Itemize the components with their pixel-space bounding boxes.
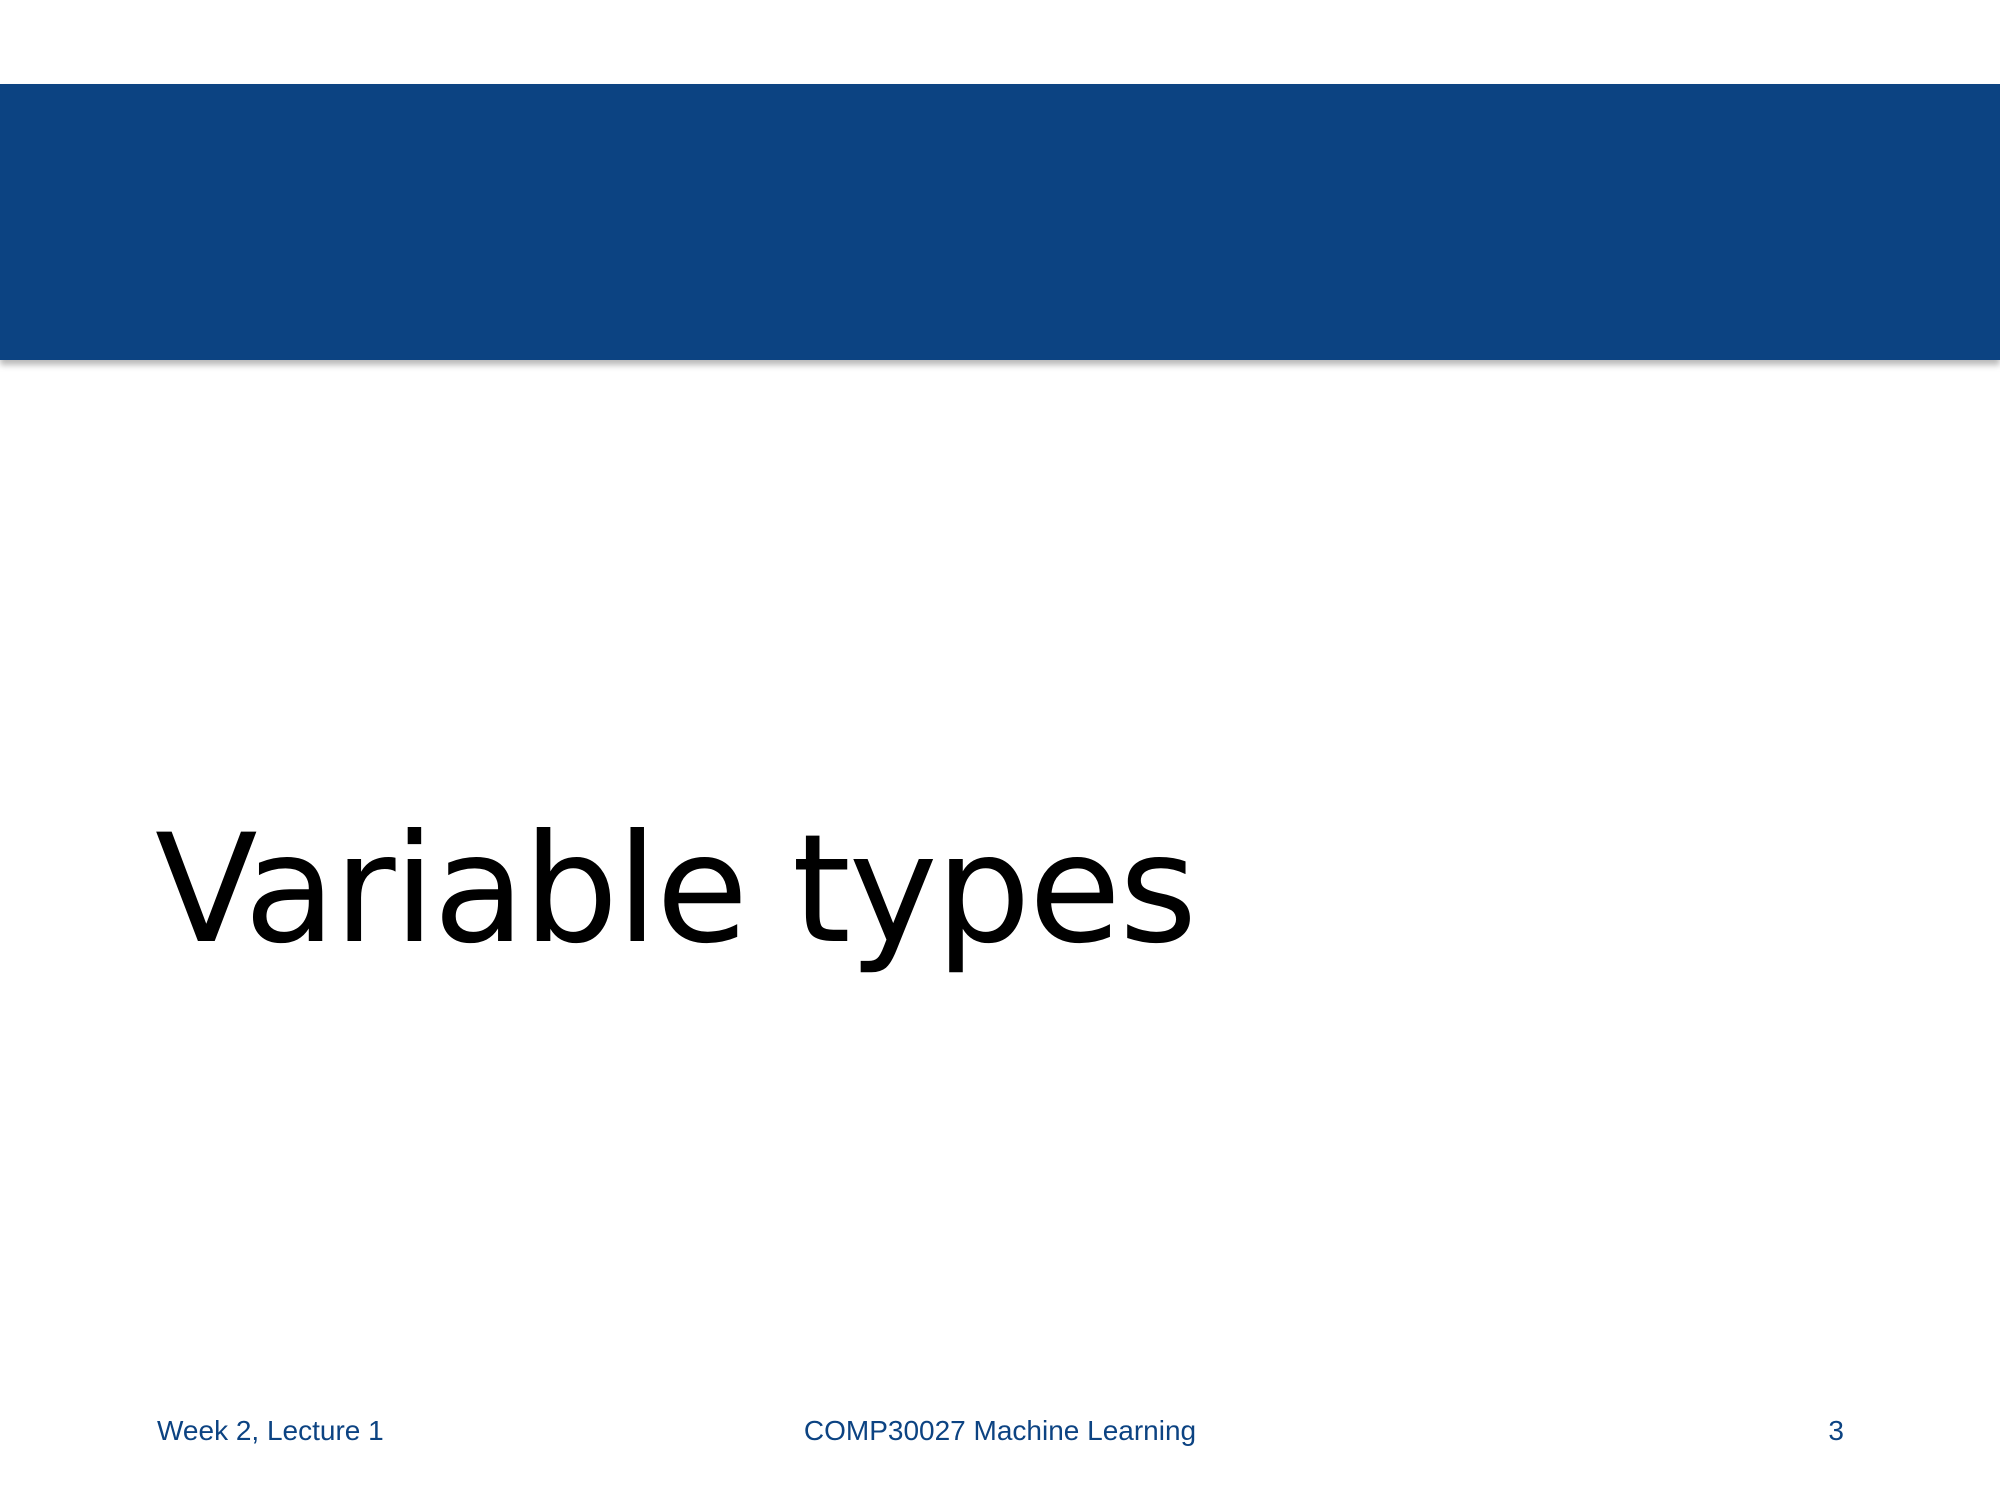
footer-course-title: COMP30027 Machine Learning [803,1415,1197,1446]
footer-page-number: 3 [1828,1415,1844,1446]
header-band [0,84,2000,360]
footer-lecture-info: Week 2, Lecture 1 [157,1415,384,1446]
slide-title: Variable types [155,803,1197,977]
